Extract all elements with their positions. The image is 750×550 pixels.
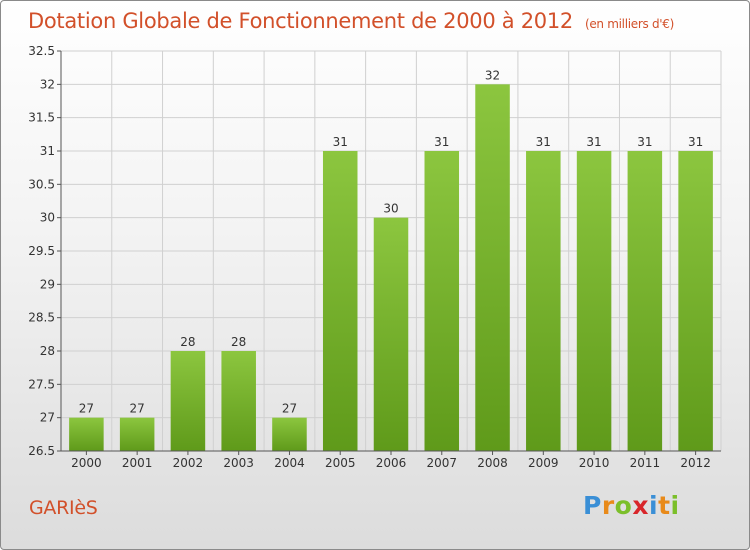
- bar: [322, 151, 358, 451]
- axes: 26.5 27 27.5 28 28.5 29 29.5 30 30.5 31 31.5 32 32.5…: [28, 44, 721, 470]
- y-tick-label: 29: [40, 277, 55, 291]
- bar: [119, 417, 155, 451]
- bar-value-label: 27: [282, 402, 297, 416]
- logo-letter: t: [658, 491, 671, 520]
- y-tick-label: 31.5: [28, 111, 55, 125]
- entity-name: GARIèS: [29, 497, 98, 519]
- x-tick-label: 2008: [477, 456, 508, 470]
- x-tick-label: 2010: [579, 456, 610, 470]
- bar-value-label: 31: [333, 135, 348, 149]
- bar-value-label: 28: [180, 335, 195, 349]
- x-tick-label: 2001: [122, 456, 153, 470]
- x-tick-label: 2009: [528, 456, 559, 470]
- bar-value-label: 28: [231, 335, 246, 349]
- y-tick-label: 27.5: [28, 377, 55, 391]
- bar: [526, 151, 561, 451]
- y-tick-label: 30.5: [28, 177, 55, 191]
- bar-value-label: 27: [130, 402, 145, 416]
- chart-title: Dotation Globale de Fonctionnement de 20…: [28, 9, 674, 33]
- bar: [373, 217, 409, 451]
- data-labels: 27 27 28 28 27 31 30 31 32 31 31 31 31: [79, 68, 704, 415]
- y-tick-label: 32.5: [28, 44, 55, 58]
- logo-letter: x: [632, 491, 649, 520]
- x-tick-label: 2000: [71, 456, 102, 470]
- y-tick-label: 28.5: [28, 311, 55, 325]
- bar-value-label: 31: [434, 135, 449, 149]
- bar: [678, 151, 713, 451]
- bar-value-label: 31: [637, 135, 652, 149]
- y-tick-label: 26.5: [28, 444, 55, 458]
- logo-letter: r: [601, 491, 615, 520]
- proxiti-logo: Proxiti: [583, 491, 680, 520]
- bar: [576, 151, 612, 451]
- x-tick-label: 2002: [173, 456, 204, 470]
- y-tick-label: 29.5: [28, 244, 55, 258]
- bar-value-label: 31: [536, 135, 551, 149]
- x-tick-label: 2007: [426, 456, 457, 470]
- bar-value-label: 32: [485, 68, 500, 82]
- bar: [272, 417, 307, 451]
- bar: [627, 151, 663, 451]
- y-tick-label: 27: [40, 411, 55, 425]
- bar: [221, 351, 256, 451]
- x-tick-label: 2004: [274, 456, 305, 470]
- bar-value-label: 30: [383, 202, 398, 216]
- x-tick-label: 2012: [680, 456, 711, 470]
- logo-letter: i: [649, 491, 659, 520]
- bar: [475, 84, 510, 451]
- logo-letter: o: [614, 491, 633, 520]
- chart-title-text: Dotation Globale de Fonctionnement de 20…: [28, 9, 573, 33]
- bar: [170, 351, 206, 451]
- bar-value-label: 27: [79, 402, 94, 416]
- bar: [69, 417, 104, 451]
- x-tick-label: 2011: [630, 456, 661, 470]
- bar: [424, 151, 460, 451]
- x-tick-label: 2006: [376, 456, 407, 470]
- bar-value-label: 31: [688, 135, 703, 149]
- bars: [69, 84, 713, 451]
- x-tick-label: 2003: [223, 456, 254, 470]
- y-tick-label: 28: [40, 344, 55, 358]
- chart-subtitle: (en milliers d'€): [584, 17, 674, 31]
- bar-value-label: 31: [586, 135, 601, 149]
- y-tick-label: 30: [40, 211, 55, 225]
- y-tick-label: 31: [40, 144, 55, 158]
- logo-letter: P: [583, 491, 602, 520]
- y-tick-label: 32: [40, 77, 55, 91]
- logo-letter: i: [670, 491, 680, 520]
- x-tick-label: 2005: [325, 456, 356, 470]
